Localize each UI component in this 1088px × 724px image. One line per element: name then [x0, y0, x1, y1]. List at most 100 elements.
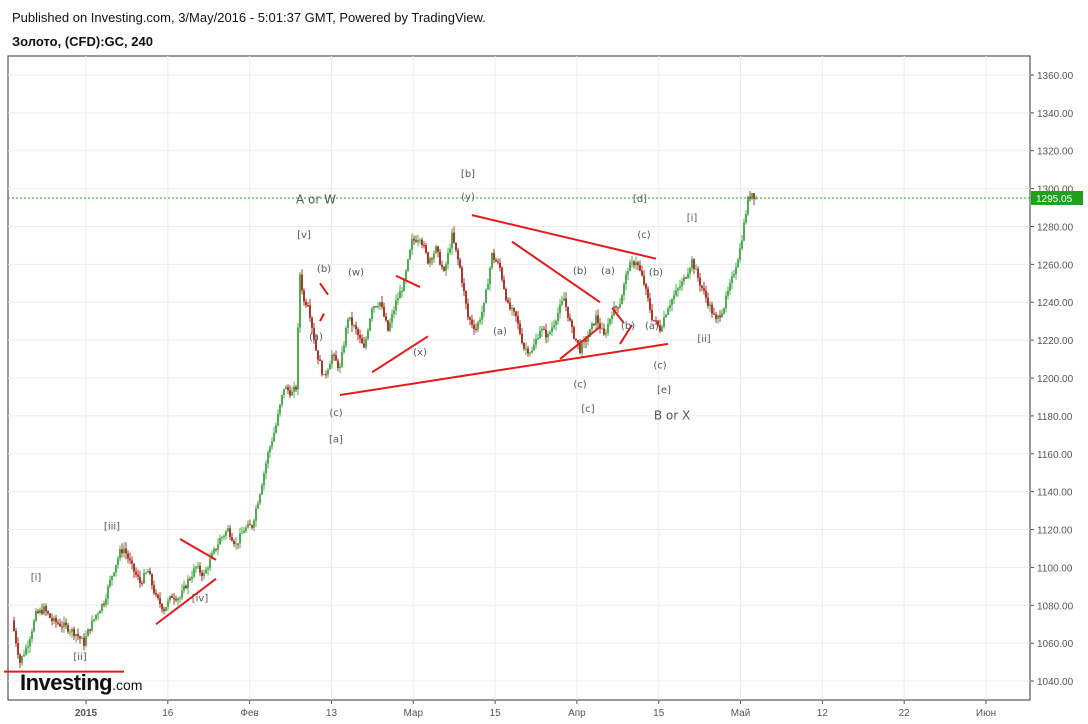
candle-body [345, 327, 347, 346]
candle-body [105, 598, 107, 605]
candle-body [157, 594, 159, 599]
candle-body [41, 609, 43, 614]
x-tick-label: Фев [240, 708, 258, 719]
candle-body [567, 306, 569, 318]
candle-body [299, 274, 301, 328]
candle-body [709, 304, 711, 306]
wave-label: [b] [461, 169, 475, 180]
candle-body [399, 291, 401, 299]
wave-label: (c) [329, 408, 342, 419]
candle-body [433, 253, 435, 259]
candle-body [309, 305, 311, 318]
candle-body [355, 325, 357, 330]
x-tick-label: 22 [899, 708, 911, 719]
candle-body [645, 284, 647, 289]
candle-body [383, 306, 385, 317]
candle-body [631, 261, 633, 263]
candle-body [553, 324, 555, 328]
candle-body [347, 319, 349, 328]
candle-body [213, 548, 215, 554]
y-tick-label: 1120.00 [1037, 526, 1073, 537]
candle-body [173, 597, 175, 600]
candle-body [315, 339, 317, 351]
x-tick-label: Май [731, 708, 751, 719]
wave-label: [c] [581, 404, 594, 415]
candle-body [555, 321, 557, 325]
candle-body [637, 262, 639, 266]
candle-body [495, 259, 497, 262]
candle-body [447, 252, 449, 265]
candle-body [25, 647, 27, 655]
candle-body [513, 308, 515, 312]
candle-body [359, 334, 361, 339]
wave-label: (c) [637, 230, 650, 241]
candle-body [271, 441, 273, 447]
y-tick-label: 1300.00 [1037, 185, 1074, 196]
trendline [339, 342, 669, 397]
y-tick-label: 1340.00 [1037, 109, 1074, 120]
candle-body [195, 566, 197, 569]
candle-body [745, 214, 747, 223]
candle-body [703, 288, 705, 291]
wave-label: [ii] [697, 334, 710, 345]
candle-body [131, 560, 133, 564]
candle-body [189, 578, 191, 580]
candle-body [245, 527, 247, 531]
candle-body [255, 508, 257, 521]
candle-body [401, 291, 403, 293]
candle-body [59, 623, 61, 627]
candle-body [633, 261, 635, 266]
candle-body [323, 374, 325, 376]
candle-body [611, 315, 613, 319]
y-tick-label: 1200.00 [1037, 374, 1074, 385]
trendline [319, 313, 325, 322]
candle-body [117, 558, 119, 566]
candle-body [109, 579, 111, 587]
wave-label: (c) [653, 361, 666, 372]
candle-body [387, 320, 389, 331]
candle-body [135, 571, 137, 575]
candle-body [711, 304, 713, 314]
candle-body [623, 283, 625, 296]
wave-label: [v] [297, 230, 311, 241]
candle-body [73, 629, 75, 637]
candle-body [37, 611, 39, 613]
wave-label: (y) [461, 192, 475, 203]
candle-body [529, 352, 531, 354]
candle-body [113, 572, 115, 577]
candle-body [289, 390, 291, 396]
candle-body [573, 327, 575, 339]
current-price-label: 1295.05 [1036, 194, 1073, 205]
candle-body [501, 267, 503, 280]
candle-body [515, 311, 517, 317]
candle-body [119, 549, 121, 559]
x-tick-label: Апр [568, 708, 586, 719]
candle-body [295, 386, 297, 390]
candle-body [415, 240, 417, 242]
candle-body [563, 298, 565, 301]
candle-body [569, 317, 571, 321]
trendline [155, 577, 217, 626]
candle-body [509, 302, 511, 310]
candle-body [561, 300, 563, 305]
candle-body [721, 313, 723, 318]
candle-body [737, 259, 739, 268]
candle-body [693, 259, 695, 270]
candle-body [605, 332, 607, 335]
candle-body [601, 328, 603, 330]
candle-body [409, 249, 411, 260]
candles [13, 191, 757, 668]
candle-body [551, 327, 553, 332]
candle-body [719, 315, 721, 318]
candle-body [17, 643, 19, 655]
candle-body [155, 593, 157, 595]
candle-body [249, 524, 251, 526]
candle-body [47, 611, 49, 614]
candle-body [441, 264, 443, 268]
candle-body [591, 323, 593, 329]
candle-body [497, 261, 499, 263]
candle-body [43, 606, 45, 614]
candle-body [21, 656, 23, 663]
candle-body [731, 276, 733, 283]
candle-body [725, 295, 727, 309]
